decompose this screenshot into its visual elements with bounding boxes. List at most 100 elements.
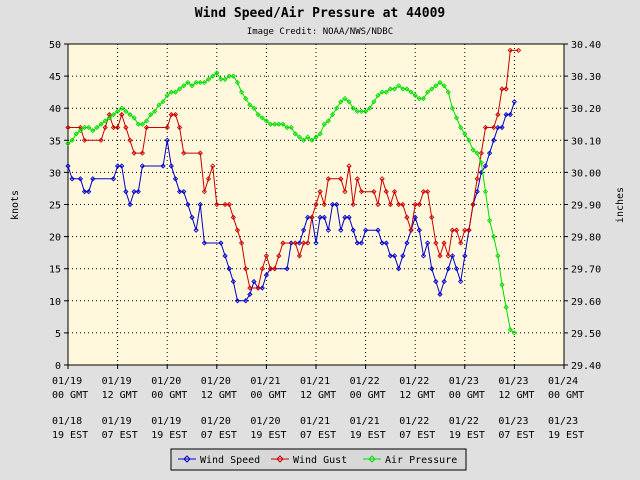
right-tick-label: 29.90: [571, 201, 601, 212]
data-point: [135, 121, 141, 127]
left-tick-label: 25: [49, 201, 61, 212]
data-point: [379, 240, 385, 246]
data-point: [288, 124, 294, 131]
x-tick-label: 19 EST: [151, 430, 187, 441]
data-point: [338, 227, 344, 233]
data-point: [387, 201, 394, 208]
data-point: [110, 176, 117, 182]
data-point: [416, 95, 422, 102]
x-tick-label: 19 EST: [350, 430, 386, 441]
data-point: [441, 240, 447, 246]
x-tick-label: 07 EST: [399, 430, 435, 441]
data-point: [362, 227, 369, 233]
data-point: [445, 253, 451, 259]
data-point: [379, 176, 385, 182]
data-point: [507, 111, 513, 118]
data-point: [412, 214, 418, 220]
data-point: [358, 108, 365, 115]
chart-subtitle: Image Credit: NOAA/NWS/NDBC: [247, 27, 393, 37]
data-point: [114, 163, 121, 169]
x-tick-label: 01/22: [399, 376, 429, 387]
data-point: [284, 124, 290, 131]
data-point: [98, 137, 104, 143]
data-point: [453, 227, 460, 233]
data-point: [329, 111, 336, 118]
data-point: [338, 99, 344, 105]
data-point: [94, 124, 100, 131]
data-point: [176, 124, 183, 131]
data-point: [127, 137, 133, 143]
x-tick-label: 01/19: [52, 376, 82, 387]
data-point: [321, 201, 327, 208]
data-point: [255, 111, 261, 118]
data-point: [114, 108, 121, 115]
data-point: [90, 176, 96, 182]
x-tick-label: 00 GMT: [449, 390, 485, 401]
data-point: [350, 201, 356, 208]
x-tick-label: 01/21: [300, 416, 330, 427]
data-point: [499, 86, 505, 92]
data-point: [98, 121, 104, 127]
x-tick-label: 12 GMT: [201, 390, 237, 401]
data-point: [433, 240, 439, 246]
data-point: [230, 278, 236, 285]
data-point: [503, 304, 509, 310]
x-tick-label: 12 GMT: [102, 390, 138, 401]
data-point: [222, 253, 228, 259]
data-point: [135, 189, 141, 195]
legend-label: Wind Speed: [200, 455, 260, 466]
data-point: [263, 272, 270, 278]
data-point: [503, 86, 509, 92]
data-point: [387, 253, 394, 259]
x-tick-label: 01/23: [449, 376, 479, 387]
data-point: [354, 108, 360, 115]
data-point: [77, 124, 84, 131]
data-point: [491, 137, 497, 143]
x-tick-label: 01/19: [102, 416, 132, 427]
left-tick-label: 20: [49, 233, 61, 244]
data-point: [470, 147, 476, 153]
data-point: [259, 115, 265, 121]
data-point: [139, 150, 146, 156]
data-point: [102, 118, 108, 124]
chart-title: Wind Speed/Air Pressure at 44009: [195, 6, 445, 21]
data-point: [156, 102, 162, 108]
series-line: [67, 72, 515, 334]
data-point: [375, 227, 381, 233]
left-tick-label: 5: [55, 329, 61, 340]
data-point: [396, 201, 402, 208]
legend-label: Air Pressure: [385, 455, 457, 466]
x-tick-label: 00 GMT: [350, 390, 386, 401]
data-point: [222, 201, 228, 208]
data-point: [346, 214, 352, 220]
data-point: [276, 121, 282, 127]
data-point: [429, 214, 435, 220]
data-point: [342, 95, 348, 102]
data-point: [300, 227, 307, 233]
data-point: [247, 102, 253, 108]
data-point: [346, 163, 352, 169]
data-point: [458, 278, 464, 285]
x-tick-label: 19 EST: [52, 430, 88, 441]
data-point: [445, 89, 451, 95]
data-point: [424, 189, 431, 195]
data-point: [193, 227, 199, 233]
data-point: [160, 99, 166, 105]
data-point: [482, 163, 489, 169]
data-point: [69, 176, 75, 182]
data-point: [65, 163, 71, 169]
data-point: [193, 79, 199, 86]
series-layer: [65, 47, 522, 336]
data-point: [400, 253, 406, 259]
legend-marker: [368, 455, 376, 463]
data-point: [201, 240, 208, 246]
x-tick-label: 01/21: [250, 376, 280, 387]
data-point: [362, 108, 369, 115]
data-point: [416, 227, 422, 233]
x-tick-label: 19 EST: [250, 430, 286, 441]
data-point: [433, 278, 439, 285]
data-point: [255, 285, 261, 291]
data-point: [234, 79, 241, 86]
data-point: [458, 240, 464, 246]
data-point: [123, 189, 129, 195]
